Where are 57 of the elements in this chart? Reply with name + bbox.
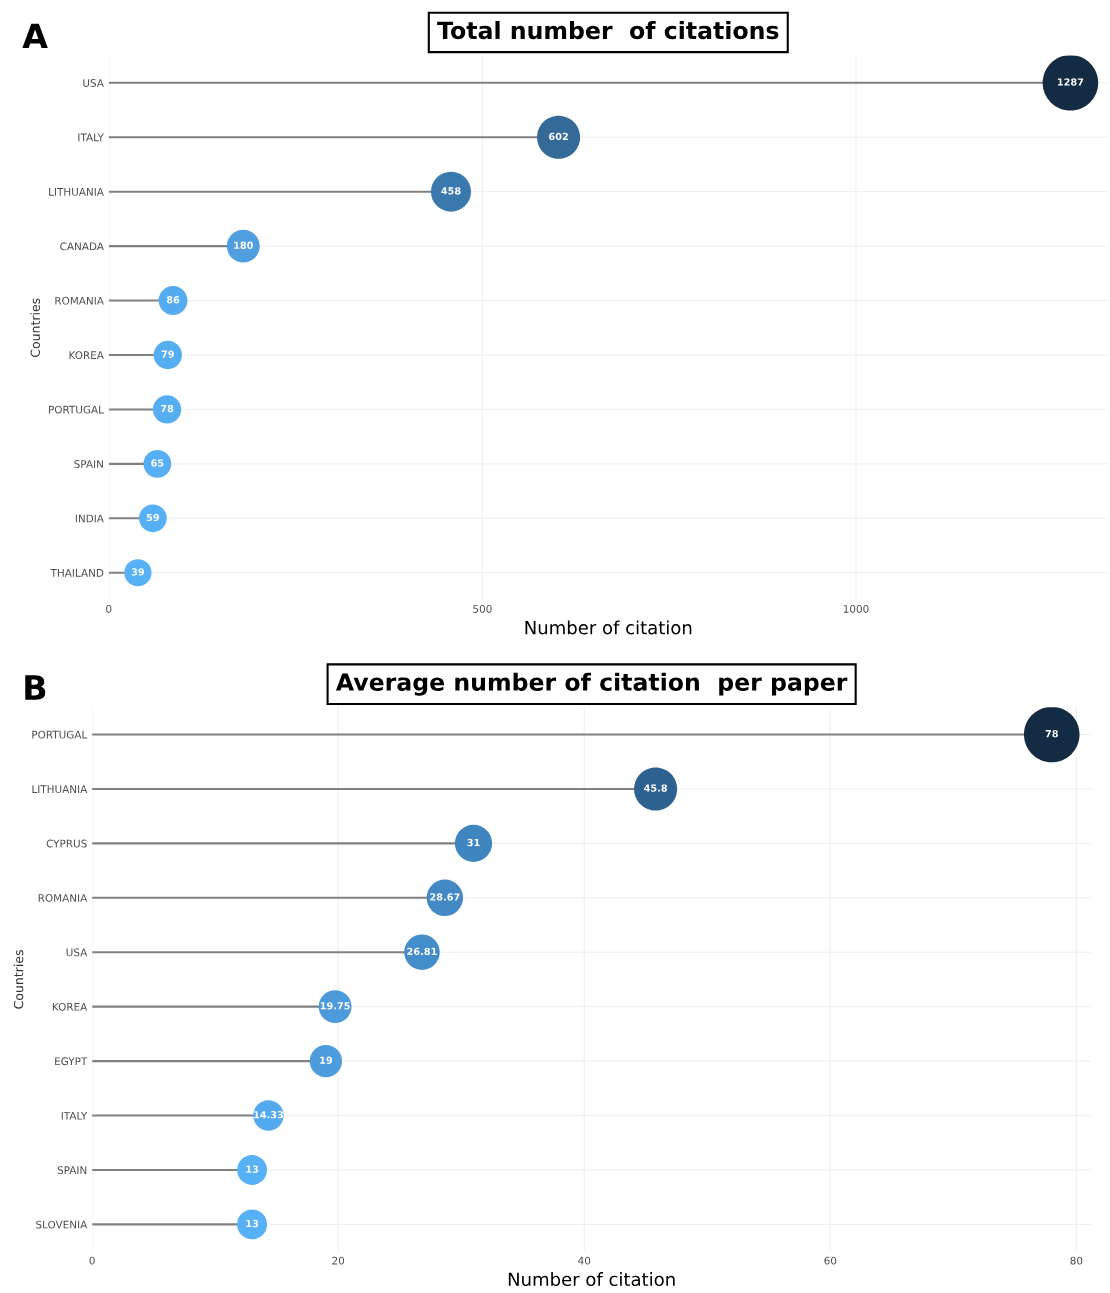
y-tick-label: EGYPT xyxy=(55,1057,88,1066)
data-label: 28.67 xyxy=(430,893,460,901)
y-tick-label: KOREA xyxy=(69,351,104,360)
x-tick-label: 20 xyxy=(332,1256,345,1265)
y-tick-label: SLOVENIA xyxy=(36,1220,88,1229)
data-label: 78 xyxy=(160,404,174,413)
y-tick-label: PORTUGAL xyxy=(48,405,104,414)
y-tick-label: LITHUANIA xyxy=(32,785,88,794)
x-tick-label: 0 xyxy=(106,605,112,613)
y-tick-label: PORTUGAL xyxy=(32,730,88,739)
y-tick-label: ROMANIA xyxy=(38,894,88,902)
point xyxy=(309,1044,343,1078)
data-label: 458 xyxy=(441,187,461,195)
y-tick-label: ROMANIA xyxy=(55,296,104,305)
y-tick-label: CANADA xyxy=(60,242,104,251)
chart-title: Average number of citation per paper xyxy=(335,672,848,696)
text: B xyxy=(25,675,46,700)
x-tick-label: 500 xyxy=(473,605,492,613)
y-tick-label: KOREA xyxy=(52,1002,88,1011)
y-tick-label: LITHUANIA xyxy=(49,188,104,196)
data-label: 26.81 xyxy=(407,947,437,956)
text: A xyxy=(22,23,48,48)
y-axis-title: Countries xyxy=(30,298,40,358)
x-axis-title: Number of citation xyxy=(525,620,692,635)
x-tick-label: 0 xyxy=(89,1256,95,1265)
data-label: 19.75 xyxy=(320,1002,350,1010)
x-tick-label: 40 xyxy=(578,1256,591,1265)
y-tick-label: USA xyxy=(66,948,88,957)
data-label: 602 xyxy=(549,132,568,141)
y-tick-label: ITALY xyxy=(61,1111,88,1120)
x-axis-title: Number of citation xyxy=(508,1272,675,1287)
y-tick-label: SPAIN xyxy=(57,1166,87,1175)
data-label: 79 xyxy=(161,350,174,358)
data-label: 65 xyxy=(151,459,164,467)
x-tick-label: 80 xyxy=(1070,1256,1083,1265)
data-label: 86 xyxy=(166,296,180,304)
data-label: 180 xyxy=(234,241,253,249)
data-label: 78 xyxy=(1045,729,1058,738)
x-tick-label: 60 xyxy=(824,1256,837,1265)
y-tick-label: USA xyxy=(83,79,104,87)
y-tick-label: CYPRUS xyxy=(46,839,87,848)
chart-title: Total number of citations xyxy=(437,20,779,40)
data-label: 31 xyxy=(467,838,480,847)
data-label: 19 xyxy=(320,1056,333,1064)
data-label: 13 xyxy=(246,1165,259,1173)
y-tick-label: THAILAND xyxy=(50,569,104,577)
y-axis-title: Countries xyxy=(13,950,24,1009)
y-tick-label: INDIA xyxy=(75,514,104,523)
y-tick-label: SPAIN xyxy=(74,460,103,468)
data-label: 1287 xyxy=(1057,78,1084,86)
x-tick-label: 1000 xyxy=(843,605,869,613)
data-label: 39 xyxy=(131,568,145,576)
data-label: 13 xyxy=(246,1219,259,1228)
data-label: 14.33 xyxy=(254,1111,284,1119)
data-label: 59 xyxy=(146,513,160,522)
y-tick-label: ITALY xyxy=(78,133,104,142)
data-label: 45.8 xyxy=(644,784,667,792)
